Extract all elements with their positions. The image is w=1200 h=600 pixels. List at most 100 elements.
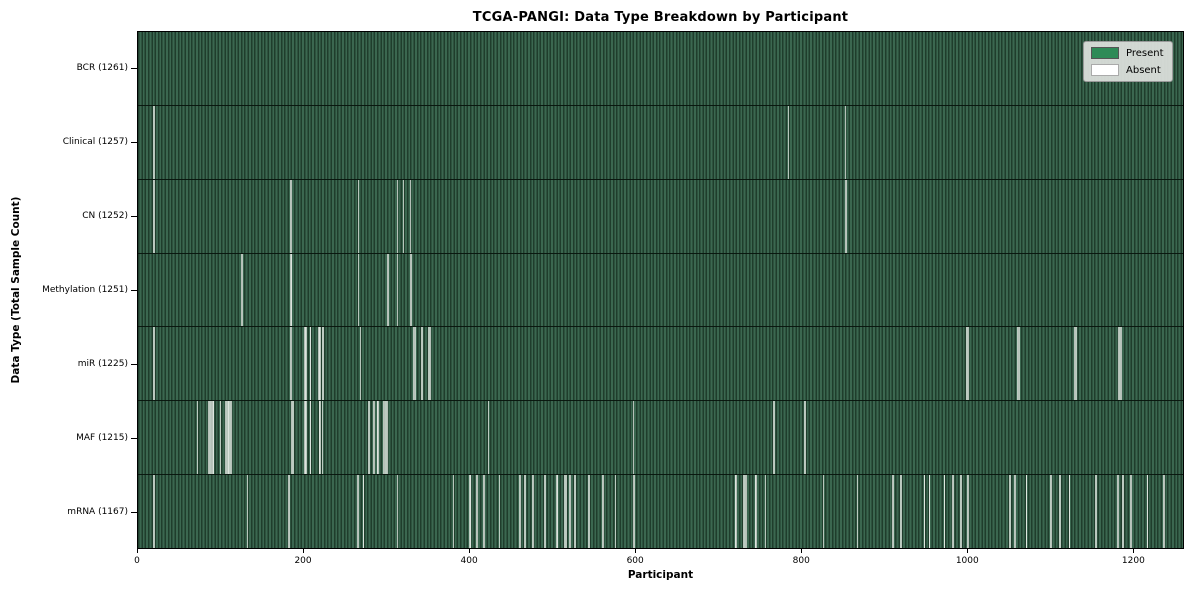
- absent-stripe: [414, 327, 416, 401]
- x-axis-label: Participant: [627, 569, 694, 581]
- absent-stripe: [476, 475, 478, 549]
- absent-stripe: [1009, 475, 1011, 549]
- absent-stripe: [1013, 475, 1015, 549]
- x-tick-label-400: 400: [460, 556, 478, 566]
- absent-stripe: [309, 401, 311, 475]
- absent-stripe: [525, 475, 527, 549]
- absent-stripe: [1121, 475, 1123, 549]
- absent-stripe: [1050, 475, 1052, 549]
- x-tick-label-200: 200: [294, 556, 312, 566]
- absent-stripe: [892, 475, 894, 549]
- absent-stripe: [304, 327, 306, 401]
- x-tick-label-0: 0: [134, 556, 140, 566]
- absent-stripe: [483, 475, 485, 549]
- legend: Present Absent: [1083, 41, 1173, 82]
- absent-stripe: [229, 401, 232, 475]
- absent-stripe: [557, 475, 559, 549]
- absent-stripe: [943, 475, 945, 549]
- absent-stripe: [208, 401, 210, 475]
- absent-stripe: [321, 327, 323, 401]
- absent-stripe: [403, 179, 405, 253]
- absent-stripe: [960, 475, 962, 549]
- absent-stripe: [228, 401, 230, 475]
- absent-stripe: [960, 475, 962, 549]
- absent-stripe: [413, 327, 415, 401]
- absent-stripe: [632, 475, 634, 549]
- absent-stripe: [290, 253, 292, 327]
- absent-stripe: [1059, 475, 1061, 549]
- absent-stripe: [153, 475, 155, 549]
- absent-stripe: [746, 475, 748, 549]
- absent-stripe: [383, 401, 385, 475]
- absent-stripe: [967, 475, 969, 549]
- absent-stripe: [745, 475, 747, 549]
- absent-stripe: [587, 475, 590, 549]
- absent-stripe: [369, 401, 371, 475]
- absent-stripe: [928, 475, 930, 549]
- absent-stripe: [482, 475, 484, 549]
- y-tick-mark: [131, 215, 137, 217]
- absent-stripe: [544, 475, 546, 549]
- absent-stripe: [1058, 475, 1060, 549]
- absent-stripe: [305, 327, 307, 401]
- absent-stripe: [303, 327, 305, 401]
- absent-stripe: [220, 401, 222, 475]
- heatmap-row-methylation: [138, 253, 1183, 328]
- absent-stripe: [288, 475, 290, 549]
- x-tick-mark: [801, 549, 803, 553]
- absent-stripe: [1026, 475, 1028, 549]
- absent-stripe: [386, 401, 388, 475]
- absent-stripe: [1122, 475, 1124, 549]
- absent-stripe: [152, 179, 154, 253]
- absent-stripe: [965, 327, 967, 401]
- x-tick-mark: [469, 549, 471, 553]
- absent-stripe: [764, 475, 766, 549]
- legend-swatch-present: [1091, 47, 1119, 59]
- absent-stripe: [735, 475, 737, 549]
- absent-stripe: [153, 179, 155, 253]
- absent-stripe: [844, 179, 846, 253]
- legend-item-present: Present: [1091, 47, 1165, 59]
- absent-stripe: [633, 475, 635, 549]
- absent-stripe: [923, 475, 925, 549]
- absent-stripe: [241, 253, 243, 327]
- absent-stripe: [951, 475, 953, 549]
- absent-stripe: [564, 475, 566, 549]
- absent-stripe: [303, 401, 305, 475]
- absent-stripe: [356, 475, 358, 549]
- absent-stripe: [1068, 475, 1070, 549]
- absent-stripe: [588, 475, 590, 549]
- absent-stripe: [924, 475, 926, 549]
- y-tick-label-clinical: Clinical (1257): [62, 137, 128, 147]
- absent-stripe: [1076, 327, 1078, 401]
- absent-stripe: [772, 401, 774, 475]
- absent-stripe: [384, 401, 386, 475]
- absent-stripe: [319, 401, 321, 475]
- absent-stripe: [368, 401, 370, 475]
- absent-stripe: [229, 401, 231, 475]
- absent-stripe: [152, 105, 154, 179]
- legend-label: Absent: [1126, 64, 1161, 76]
- legend-label: Present: [1126, 47, 1164, 59]
- absent-stripe: [1095, 475, 1098, 549]
- heatmap-row-cn: [138, 179, 1183, 254]
- absent-stripe: [1120, 327, 1122, 401]
- absent-stripe: [469, 475, 471, 549]
- heatmap-row-clinical: [138, 105, 1183, 180]
- absent-stripe: [374, 401, 376, 475]
- absent-stripe: [556, 475, 558, 549]
- absent-stripe: [428, 327, 430, 401]
- legend-item-absent: Absent: [1091, 64, 1165, 76]
- absent-stripe: [306, 327, 308, 401]
- x-tick-label-800: 800: [792, 556, 810, 566]
- y-tick-mark: [131, 67, 137, 69]
- absent-stripe: [756, 475, 758, 549]
- y-tick-label-bcr: BCR (1261): [76, 63, 128, 73]
- absent-stripe: [1120, 327, 1122, 401]
- absent-stripe: [742, 475, 744, 549]
- absent-stripe: [309, 327, 311, 401]
- absent-stripe: [230, 401, 232, 475]
- absent-stripe: [225, 401, 227, 475]
- absent-stripe: [857, 475, 859, 549]
